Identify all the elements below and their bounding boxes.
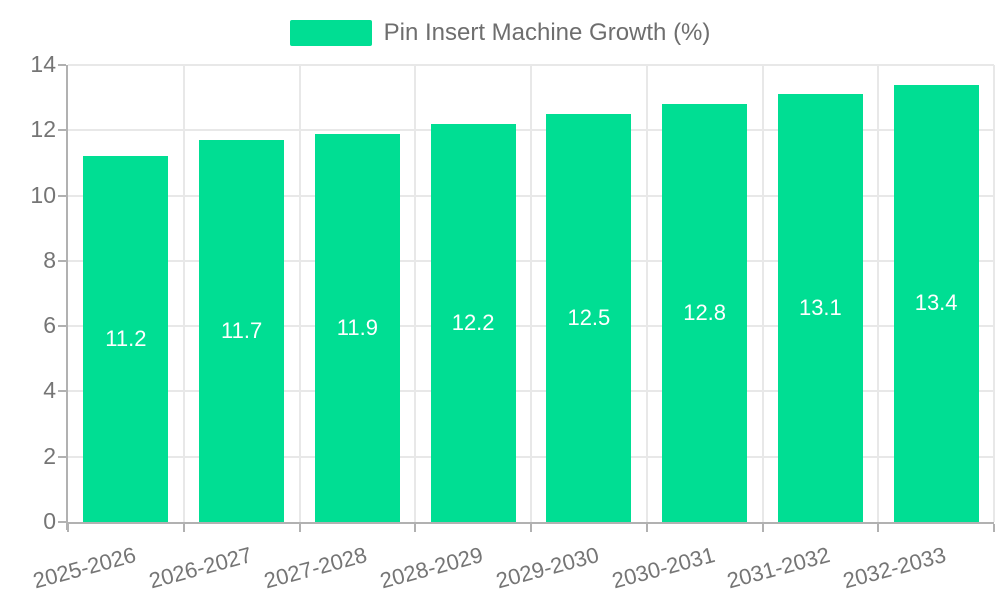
x-axis-tick <box>298 524 301 532</box>
legend-item[interactable]: Pin Insert Machine Growth (%) <box>289 19 711 47</box>
bar[interactable] <box>199 140 285 522</box>
gridline-vertical <box>877 65 880 522</box>
gridline-vertical <box>414 65 417 522</box>
bar-value-label: 11.9 <box>336 314 378 340</box>
y-axis-tick-label: 8 <box>43 246 56 273</box>
x-axis-tick <box>67 524 69 532</box>
bar[interactable] <box>430 123 516 522</box>
bar-value-label: 11.7 <box>221 318 263 344</box>
bar-value-label: 11.2 <box>105 326 147 352</box>
y-axis-tick <box>58 390 66 393</box>
x-axis-tick <box>645 524 648 532</box>
x-axis-baseline <box>66 522 994 524</box>
legend: Pin Insert Machine Growth (%) <box>0 14 1000 52</box>
y-axis-tick-label: 10 <box>30 181 56 208</box>
bar-value-label: 13.4 <box>914 290 958 316</box>
y-axis-tick <box>58 64 66 66</box>
bar-value-label: 13.1 <box>798 295 842 321</box>
gridline-vertical <box>645 65 648 522</box>
y-axis-tick <box>58 325 66 328</box>
x-axis-tick <box>761 524 764 532</box>
gridline-vertical <box>761 65 764 522</box>
bar-value-label: 12.5 <box>567 304 611 330</box>
legend-label: Pin Insert Machine Growth (%) <box>383 19 711 46</box>
y-axis-tick <box>58 194 66 197</box>
plot-area: 11.2 11.7 11.9 12.2 12.5 12.8 13.1 13.4 <box>58 64 995 532</box>
bar[interactable] <box>893 84 979 522</box>
y-axis-tick-label: 2 <box>43 442 56 469</box>
y-axis-tick <box>58 129 66 132</box>
x-axis-tick <box>182 524 185 532</box>
y-axis-tick <box>58 521 66 523</box>
bar[interactable] <box>546 113 632 522</box>
gridline-vertical <box>182 65 185 522</box>
y-axis-tick-label: 4 <box>43 377 56 404</box>
bar[interactable] <box>83 156 169 522</box>
bar-value-label: 12.8 <box>683 300 727 326</box>
bar[interactable] <box>662 104 748 522</box>
y-axis-tick-label: 14 <box>30 51 56 77</box>
bar-value-label: 12.2 <box>451 309 495 335</box>
x-axis-tick <box>530 524 532 532</box>
y-axis-tick <box>58 259 66 262</box>
gridline-vertical <box>530 65 532 522</box>
y-axis-tick-label: 12 <box>30 116 56 143</box>
x-axis-tick <box>877 524 880 532</box>
bar[interactable] <box>777 94 863 522</box>
bar[interactable] <box>314 133 400 522</box>
gridline-vertical <box>993 65 995 522</box>
legend-swatch-icon <box>289 20 372 46</box>
x-axis-tick <box>993 524 995 532</box>
x-axis-tick <box>414 524 417 532</box>
y-axis-tick-label: 6 <box>43 312 56 339</box>
gridline-vertical <box>298 65 301 522</box>
y-axis-tick-label: 0 <box>43 508 56 534</box>
y-axis-line <box>66 65 68 530</box>
y-axis-tick <box>58 455 66 458</box>
